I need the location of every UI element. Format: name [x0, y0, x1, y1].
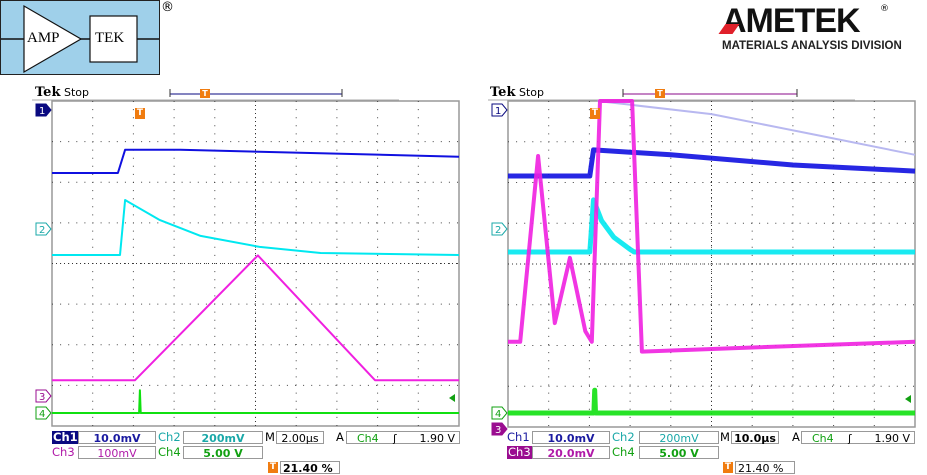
- channel-4-marker-label: 4: [39, 409, 45, 420]
- trigger-level-arrow-icon: [449, 394, 455, 402]
- trigger-position-icon: T: [590, 108, 600, 119]
- trigger-icon: T: [268, 462, 278, 473]
- channel-3-marker-label: 3: [495, 425, 501, 436]
- channel-1-marker-label: 1: [495, 106, 501, 117]
- trace-ch4: [52, 389, 459, 414]
- record-trigger-icon: T: [655, 89, 665, 98]
- channel-1-marker: [35, 103, 52, 117]
- amptek-logo: AMP TEK: [0, 0, 160, 75]
- trace-ch2: [508, 197, 915, 255]
- channel-2-marker-label: 2: [495, 225, 501, 236]
- channel-4-marker: [35, 406, 52, 420]
- channel-3-marker: [491, 422, 508, 436]
- trace-ch3: [52, 254, 459, 382]
- channel-3-marker: [35, 389, 52, 403]
- trace-ch1-persist: [597, 100, 916, 156]
- channel-1-marker: [491, 103, 508, 117]
- trace-ch2: [52, 199, 460, 256]
- trigger-level-arrow-icon: [905, 395, 911, 403]
- channel-1-marker-label: 1: [39, 106, 45, 117]
- trigger-icon: T: [723, 462, 733, 473]
- ametek-logo: AMETEK ®: [718, 2, 889, 41]
- trace-ch4: [508, 387, 915, 416]
- channel-4-marker-label: 4: [495, 409, 501, 420]
- trigger-readout: Ch4 ʃ 1.90 V: [801, 431, 915, 445]
- channel-2-marker: [35, 222, 52, 236]
- channel-2-marker-label: 2: [39, 225, 45, 236]
- trace-ch1: [52, 148, 460, 174]
- trigger-readout: Ch4 ʃ 1.90 V: [346, 431, 460, 445]
- trace-ch3: [508, 99, 916, 354]
- channel-3-marker-label: 3: [39, 392, 45, 403]
- channel-4-marker: [491, 406, 508, 420]
- record-trigger-icon: T: [200, 89, 210, 98]
- trigger-position-icon: T: [135, 108, 145, 119]
- channel-2-marker: [491, 222, 508, 236]
